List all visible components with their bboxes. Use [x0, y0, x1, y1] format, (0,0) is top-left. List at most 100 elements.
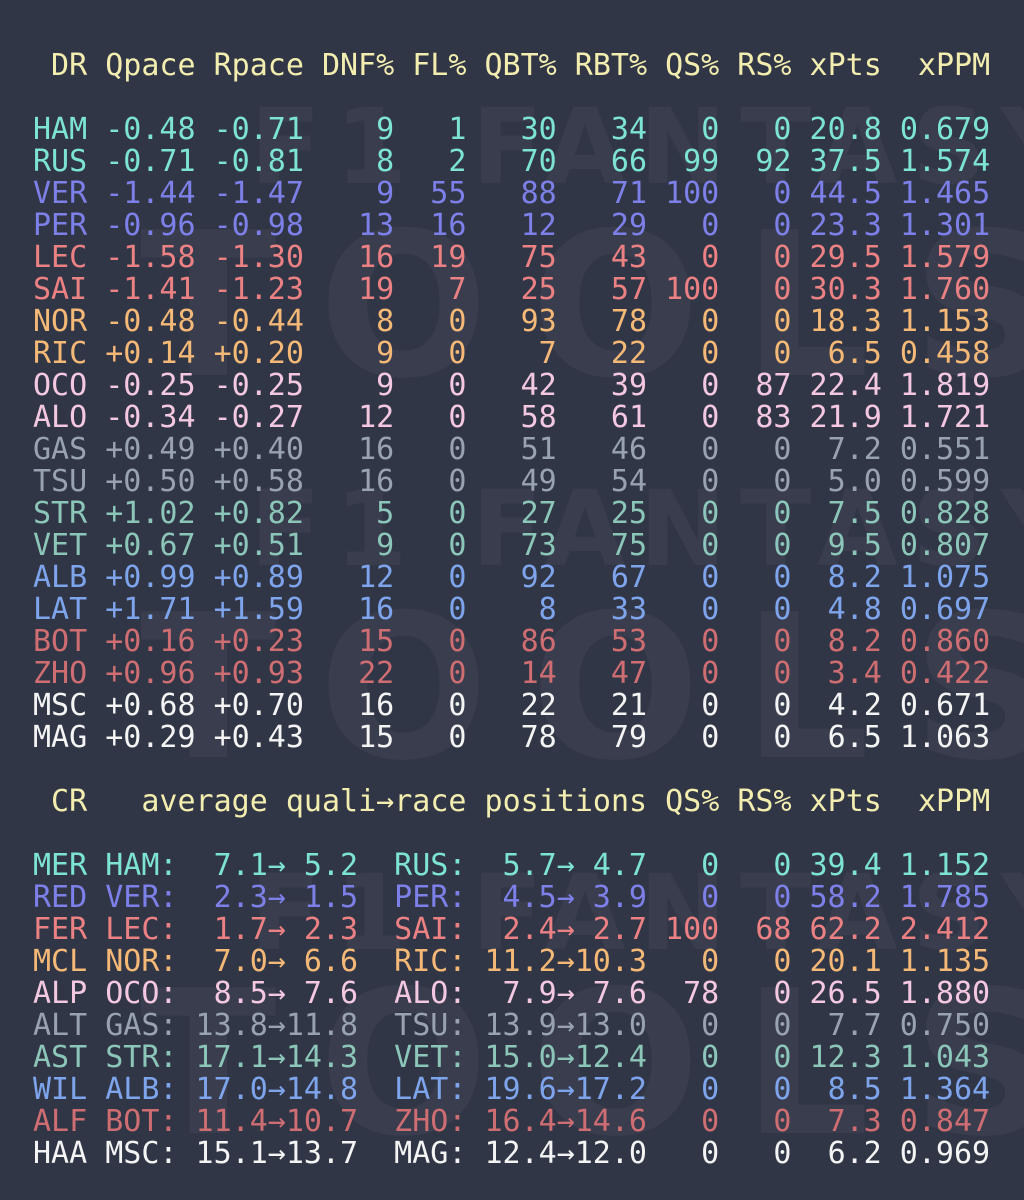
stat-qpace: -1.41 — [105, 272, 196, 307]
stat-qs: 0 — [701, 688, 720, 723]
driver1-label: ALB: — [105, 1072, 178, 1107]
header-dnf: DNF% — [321, 48, 395, 83]
driver-row: MSC +0.68 +0.70 16 0 22 21 0 0 4.2 0.671 — [33, 690, 991, 722]
stat-fl: 0 — [448, 496, 467, 531]
stat-xppm: 0.671 — [899, 688, 991, 723]
stat-qs: 0 — [701, 1008, 720, 1043]
arrow-right-icon: → — [556, 848, 575, 883]
team-code: ALP — [33, 976, 88, 1011]
stat-rs: 0 — [773, 592, 792, 627]
driver2-race-pos: 12.0 — [574, 1136, 647, 1171]
stat-xppm: 1.760 — [899, 272, 991, 307]
driver2-label: VET: — [394, 1040, 467, 1075]
stat-qbt: 92 — [520, 560, 557, 595]
stat-xppm: 2.412 — [899, 912, 991, 947]
stat-fl: 2 — [448, 144, 467, 179]
stat-rs: 0 — [773, 880, 792, 915]
stat-qs: 100 — [665, 176, 720, 211]
stat-xppm: 1.880 — [899, 976, 991, 1011]
stat-rs: 0 — [773, 432, 792, 467]
stat-qbt: 12 — [520, 208, 557, 243]
driver-row: TSU +0.50 +0.58 16 0 49 54 0 0 5.0 0.599 — [33, 466, 991, 498]
stat-rpace: -0.27 — [213, 400, 304, 435]
driver2-label: LAT: — [394, 1072, 467, 1107]
stat-xpts: 7.5 — [827, 496, 882, 531]
driver-row: LEC -1.58 -1.30 16 19 75 43 0 0 29.5 1.579 — [33, 242, 991, 274]
driver2-race-pos: 10.3 — [574, 944, 647, 979]
stat-fl: 0 — [448, 400, 467, 435]
stat-fl: 7 — [448, 272, 467, 307]
driver-code: ALO — [33, 400, 88, 435]
driver2-label: TSU: — [394, 1008, 467, 1043]
stat-xppm: 1.465 — [899, 176, 991, 211]
stat-qs: 0 — [701, 1136, 720, 1171]
arrow-right-icon: → — [556, 976, 575, 1011]
watermark-f1-fantasy: F1 FANTASY — [250, 852, 1024, 974]
driver2-quali-pos: 2.4 — [502, 912, 557, 947]
team-code: ALF — [33, 1104, 88, 1139]
header-qs: QS% — [665, 48, 720, 83]
team-code: RED — [33, 880, 88, 915]
stat-fl: 0 — [448, 624, 467, 659]
driver-code: OCO — [33, 368, 88, 403]
watermark-f1-fantasy: F1 FANTASY — [250, 86, 1024, 208]
stat-xppm: 1.785 — [899, 880, 991, 915]
stat-qpace: +0.29 — [105, 720, 196, 755]
driver2-quali-pos: 5.7 — [502, 848, 557, 883]
driver2-quali-pos: 4.5 — [502, 880, 557, 915]
stat-xppm: 1.364 — [899, 1072, 991, 1107]
stat-rpace: -0.25 — [213, 368, 304, 403]
driver1-race-pos: 14.8 — [285, 1072, 359, 1107]
driver-row: OCO -0.25 -0.25 9 0 42 39 0 87 22.4 1.819 — [33, 370, 991, 402]
driver2-quali-pos: 12.4 — [484, 1136, 557, 1171]
stat-rs: 0 — [773, 176, 792, 211]
stat-fl: 0 — [448, 592, 467, 627]
stat-xppm: 0.860 — [899, 624, 991, 659]
stat-qs: 0 — [701, 560, 720, 595]
stat-rs: 0 — [773, 1136, 792, 1171]
header-qs: QS% — [665, 784, 720, 819]
stat-rbt: 46 — [610, 432, 648, 467]
driver2-race-pos: 4.7 — [592, 848, 647, 883]
arrow-right-icon: → — [267, 1136, 286, 1171]
stat-qbt: 14 — [520, 656, 557, 691]
driver-code: ZHO — [33, 656, 88, 691]
stat-rs: 0 — [773, 944, 792, 979]
stat-fl: 0 — [448, 720, 467, 755]
stat-qs: 0 — [701, 656, 720, 691]
stat-fl: 0 — [448, 336, 467, 371]
driver1-quali-pos: 7.0 — [213, 944, 268, 979]
stat-rs: 0 — [773, 304, 792, 339]
driver2-quali-pos: 11.2 — [484, 944, 557, 979]
stat-rpace: +0.20 — [213, 336, 304, 371]
stat-rbt: 33 — [610, 592, 648, 627]
driver-row: HAM -0.48 -0.71 9 1 30 34 0 0 20.8 0.679 — [33, 114, 991, 146]
stat-qs: 0 — [701, 528, 720, 563]
stat-qpace: +0.96 — [105, 656, 196, 691]
stat-qbt: 75 — [520, 240, 557, 275]
stat-rpace: -0.44 — [213, 304, 304, 339]
stat-xpts: 58.2 — [809, 880, 882, 915]
driver1-race-pos: 2.3 — [303, 912, 359, 947]
stat-qs: 0 — [701, 240, 720, 275]
stat-rs: 0 — [773, 560, 792, 595]
driver2-quali-pos: 19.6 — [484, 1072, 557, 1107]
watermark-tools: TOOLS — [140, 948, 1024, 1181]
stat-qpace: +1.02 — [105, 496, 196, 531]
team-row: RED VER: 2.3 → 1.5 PER: 4.5 → 3.9 0 0 58.2 1.785 — [33, 882, 991, 914]
stat-xpts: 44.5 — [809, 176, 882, 211]
stat-rbt: 39 — [610, 368, 648, 403]
driver2-label: RUS: — [394, 848, 467, 883]
stat-dnf: 9 — [376, 368, 395, 403]
stat-xppm: 0.697 — [899, 592, 991, 627]
stat-dnf: 16 — [358, 432, 395, 467]
stat-rbt: 71 — [610, 176, 648, 211]
header-xpts: xPts — [809, 48, 882, 83]
stat-fl: 0 — [448, 464, 467, 499]
arrow-right-icon: → — [267, 848, 286, 883]
stat-qs: 0 — [701, 336, 720, 371]
driver1-race-pos: 10.7 — [285, 1104, 359, 1139]
stat-dnf: 16 — [358, 688, 395, 723]
stat-qbt: 27 — [520, 496, 557, 531]
driver-code: SAI — [33, 272, 88, 307]
